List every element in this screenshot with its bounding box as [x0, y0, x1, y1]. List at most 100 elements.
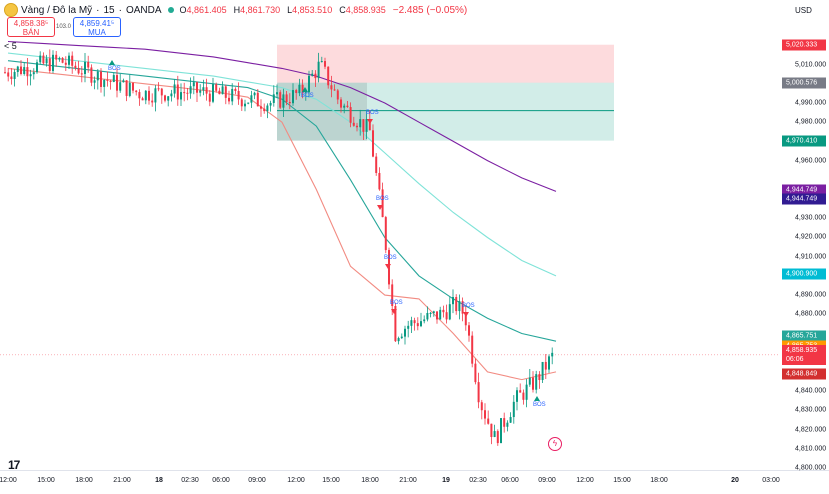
candle-body: [420, 321, 422, 327]
candle-body: [122, 80, 125, 83]
candle-body: [116, 75, 118, 91]
time-tick: 18: [155, 477, 163, 484]
candle-body: [532, 377, 534, 390]
candle-body: [474, 363, 477, 383]
candle-body: [170, 93, 173, 97]
sell-button[interactable]: 4,858.38⁵ BÁN: [7, 17, 55, 37]
price-tick: 4,910.000: [795, 253, 827, 261]
candle-body: [365, 119, 368, 132]
symbol-name[interactable]: Vàng / Đô la Mỹ: [21, 4, 93, 16]
candle-body: [266, 105, 269, 112]
candle-body: [109, 80, 112, 82]
candle-body: [541, 361, 544, 381]
moving-average-line-0: [7, 40, 557, 192]
candle-body: [551, 352, 554, 357]
candle-body: [324, 61, 326, 67]
candle-body: [32, 72, 35, 75]
candle-body: [394, 306, 397, 342]
buy-button[interactable]: 4,859.41⁵ MUA: [73, 17, 121, 37]
time-tick: 15:00: [37, 477, 55, 484]
candle-body: [90, 67, 93, 83]
candle-body: [381, 189, 384, 218]
candle-body: [311, 73, 314, 76]
candle-body: [282, 94, 285, 108]
candle-body: [480, 402, 483, 411]
candle-body: [288, 101, 291, 104]
lightning-icon[interactable]: ϟ: [548, 437, 562, 451]
candle-body: [36, 62, 38, 73]
loss-zone: [277, 44, 614, 83]
candle-body: [96, 71, 99, 81]
time-tick: 02:30: [181, 477, 199, 484]
candle-body: [125, 80, 128, 96]
candle-body: [215, 84, 218, 91]
time-tick: 06:00: [501, 477, 519, 484]
time-tick: 21:00: [113, 477, 131, 484]
bos-label: BOS: [390, 300, 403, 306]
candle-body: [119, 82, 122, 91]
price-badge: 4,970.410: [782, 135, 826, 147]
candle-body: [320, 61, 323, 63]
candle-body: [448, 304, 451, 320]
candle-body: [477, 382, 480, 403]
candle-body: [138, 92, 141, 99]
time-axis[interactable]: 12:00 15:00 18:00 21:00 18 02:30 06:00 09:00 12:…: [0, 470, 829, 494]
candle-body: [29, 74, 32, 77]
candle-body: [496, 431, 499, 444]
candle-body: [426, 312, 429, 320]
candle-body: [333, 89, 336, 91]
candle-body: [458, 301, 461, 312]
candle-body: [330, 85, 333, 90]
time-tick: 15:00: [322, 477, 340, 484]
candle-body: [4, 72, 6, 74]
candle-body: [548, 356, 550, 370]
candle-body: [359, 119, 362, 128]
indicator-legend-toggle[interactable]: < 5: [4, 41, 17, 51]
price-badge: 4,848.849: [782, 368, 826, 380]
price-chart[interactable]: [0, 0, 780, 470]
candle-body: [276, 92, 278, 95]
moving-average-line-1: [7, 52, 557, 277]
candle-body: [378, 172, 381, 190]
time-tick: 06:00: [212, 477, 230, 484]
ohlc-open: O4,861.405: [179, 5, 227, 15]
candle-body: [64, 62, 67, 65]
candle-body: [61, 57, 64, 63]
candle-body: [106, 79, 109, 81]
currency-selector[interactable]: USD: [795, 6, 812, 15]
interval-label[interactable]: 15: [103, 4, 115, 16]
moving-average-line-2: [7, 60, 557, 342]
candle-body: [423, 319, 426, 322]
tradingview-logo[interactable]: 17: [8, 458, 20, 472]
time-tick: 12:00: [287, 477, 305, 484]
price-tick: 5,010.000: [795, 61, 827, 69]
candle-body: [80, 73, 83, 75]
candle-body: [340, 99, 342, 108]
candle-body: [308, 75, 310, 93]
candle-body: [397, 338, 400, 342]
bos-label: BOS: [108, 66, 121, 72]
candle-body: [173, 84, 176, 94]
candle-body: [522, 392, 525, 400]
bos-arrow: [463, 312, 469, 317]
price-badge: 4,944.749: [782, 193, 826, 205]
candle-body: [231, 88, 234, 102]
spread-value: 103.0: [56, 24, 72, 30]
price-tick: 4,800.000: [795, 464, 827, 472]
bos-label: BOS: [462, 303, 475, 309]
chart-area[interactable]: [0, 0, 780, 470]
price-change: −2.485 (−0.05%): [392, 4, 468, 16]
candle-body: [154, 88, 157, 103]
candle-body: [112, 75, 115, 82]
candle-body: [183, 92, 186, 94]
price-tick: 4,930.000: [795, 214, 827, 222]
candle-body: [20, 66, 22, 74]
candle-body: [336, 90, 339, 100]
candle-body: [7, 72, 10, 77]
candle-body: [362, 119, 365, 132]
price-tick: 4,830.000: [795, 406, 827, 414]
candle-body: [516, 390, 518, 402]
candle-body: [93, 80, 96, 83]
candle-body: [240, 99, 243, 107]
price-badge: 4,944.749: [782, 184, 826, 196]
